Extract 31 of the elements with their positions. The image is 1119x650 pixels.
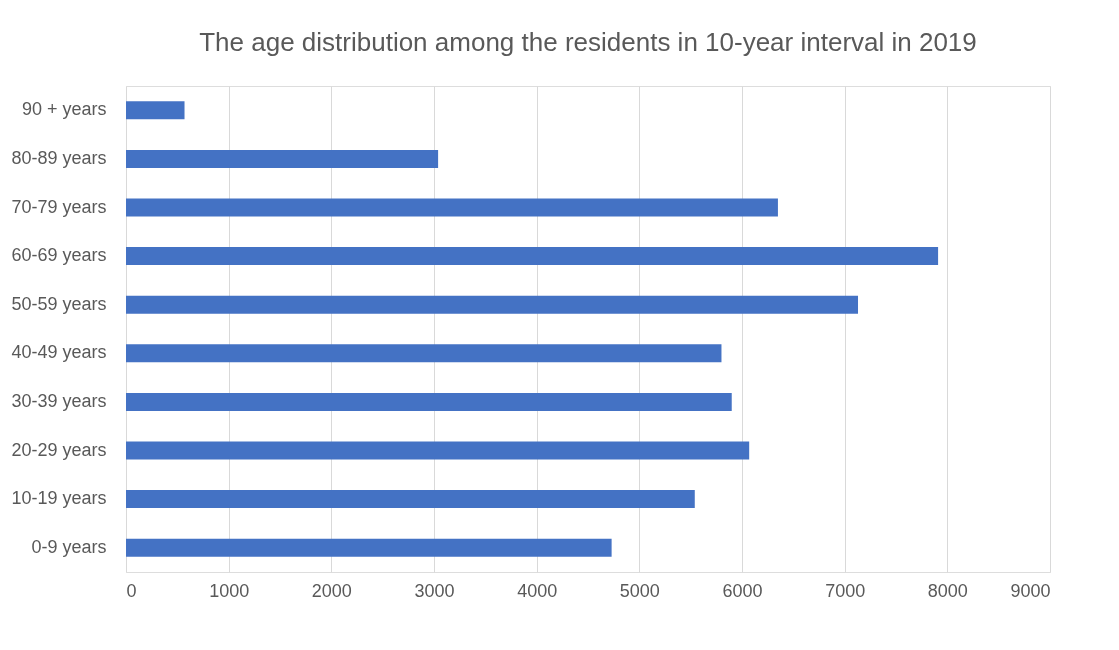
x-tick-label: 7000	[825, 580, 866, 601]
bar	[126, 441, 750, 460]
y-tick-label: 20-29 years	[11, 439, 107, 460]
bar	[126, 490, 695, 509]
x-tick-label: 5000	[619, 580, 660, 601]
x-tick-label: 3000	[414, 580, 455, 601]
x-tick-label: 2000	[311, 580, 352, 601]
bar	[126, 149, 439, 168]
chart-title: The age distribution among the residents in 10-year interval in 2019	[199, 27, 977, 57]
y-tick-label: 70-79 years	[11, 196, 107, 217]
x-tick-label: 8000	[927, 580, 968, 601]
bar	[126, 344, 722, 363]
bar	[126, 392, 732, 411]
bar	[126, 247, 939, 266]
bar	[126, 538, 612, 557]
x-tick-label: 0	[126, 580, 137, 601]
x-tick-label: 9000	[1010, 580, 1051, 601]
y-tick-label: 30-39 years	[11, 390, 107, 411]
x-tick-label: 4000	[517, 580, 558, 601]
x-tick-label: 6000	[722, 580, 763, 601]
y-tick-label: 80-89 years	[11, 147, 107, 168]
y-tick-label: 50-59 years	[11, 293, 107, 314]
y-tick-label: 60-69 years	[11, 245, 107, 266]
bar	[126, 295, 859, 314]
x-tick-label: 1000	[209, 580, 250, 601]
bar	[126, 101, 185, 120]
y-tick-label: 90 + years	[21, 99, 107, 120]
y-tick-label: 10-19 years	[11, 488, 107, 509]
y-tick-label: 0-9 years	[31, 536, 107, 557]
bar	[126, 198, 778, 217]
y-tick-label: 40-49 years	[11, 342, 107, 363]
